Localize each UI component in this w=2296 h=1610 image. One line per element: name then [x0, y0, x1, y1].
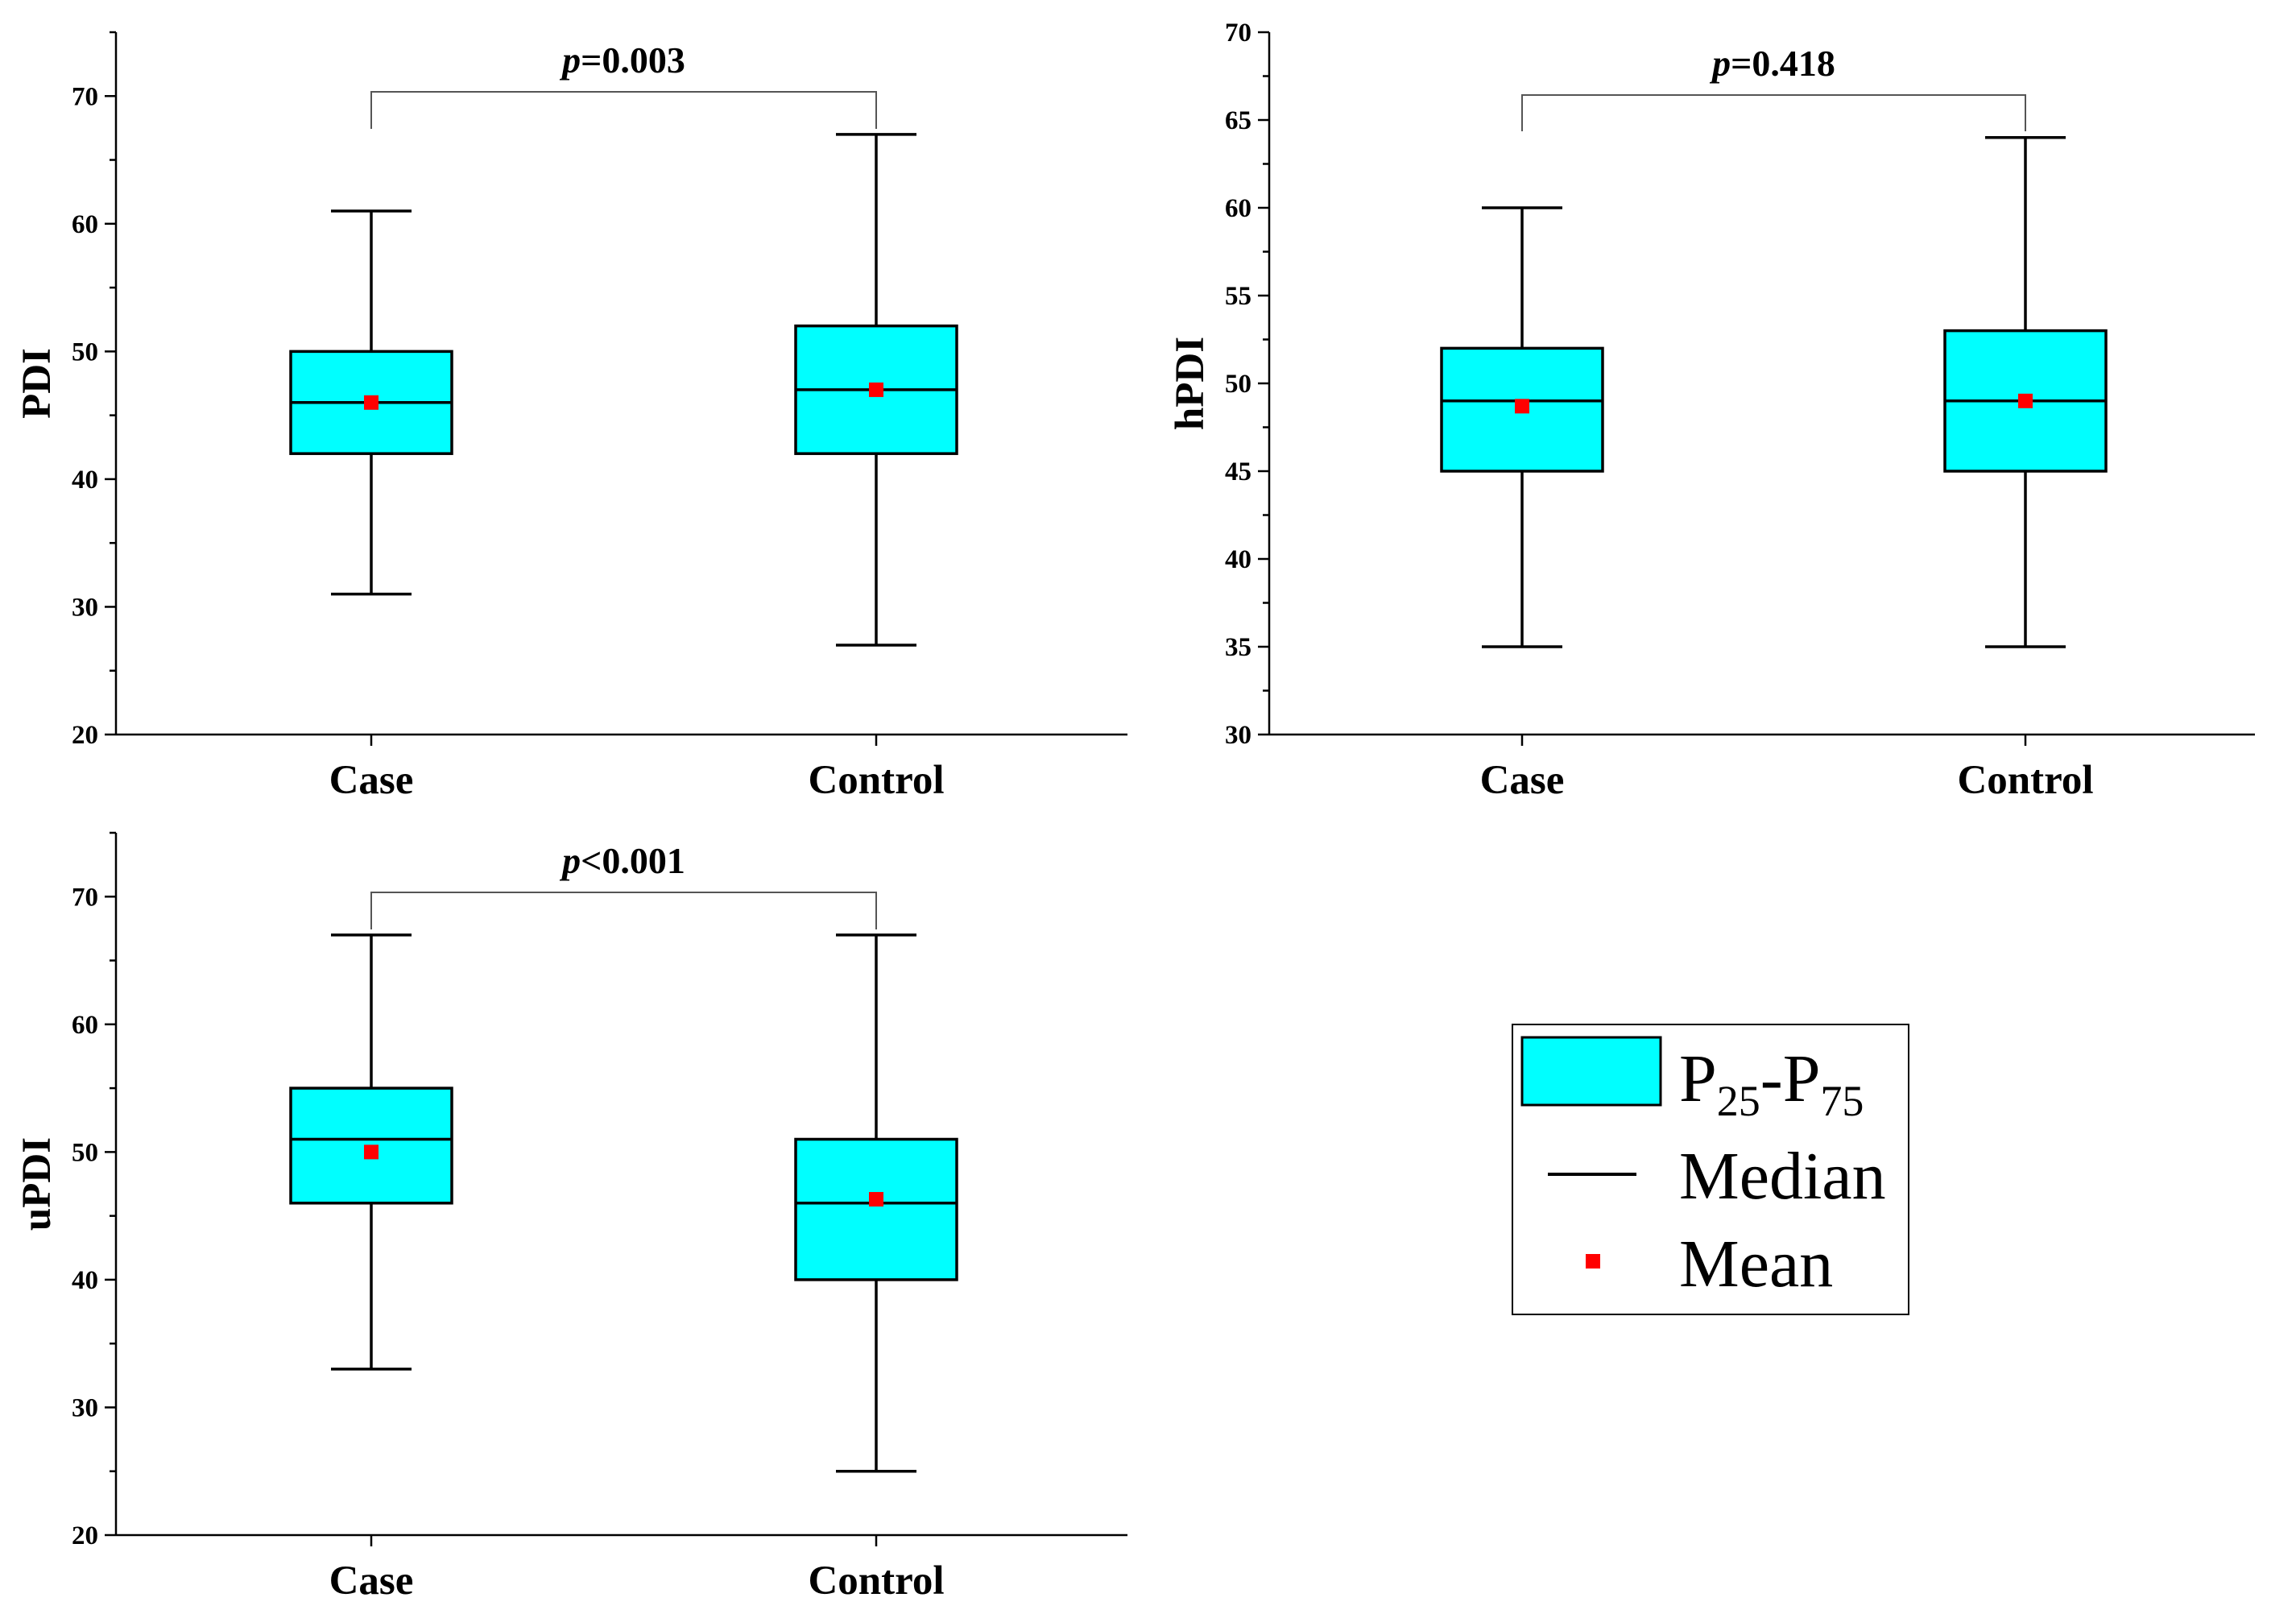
y-axis-title: PDI [14, 348, 60, 419]
legend-median-label: Median [1679, 1139, 1886, 1214]
y-tick-label: 45 [1225, 457, 1251, 486]
box-case [1440, 206, 1604, 648]
y-tick-label: 20 [72, 1521, 98, 1550]
x-category-label: Case [329, 758, 414, 803]
y-tick-label: 60 [72, 210, 98, 239]
mean-marker [364, 1144, 379, 1160]
chart-panel-pdi: 20 30 40 50 60 70 Case Control PDI p=0.003 [14, 31, 1127, 803]
chart-panel-updi: 20 30 40 50 60 70 Case Control uPDI p<0.001 [14, 831, 1127, 1604]
mean-marker [1515, 399, 1529, 414]
y-tick-label: 40 [72, 466, 98, 495]
y-tick-label: 60 [72, 1011, 98, 1040]
p-symbol: p [559, 39, 581, 81]
y-tick-label: 30 [72, 1393, 98, 1422]
y-axis-title: hPDI [1168, 337, 1213, 430]
box-case [289, 933, 453, 1371]
x-category-label: Control [1957, 758, 2093, 803]
y-axis-title: uPDI [14, 1137, 60, 1231]
x-category-label: Control [808, 758, 944, 803]
y-tick-label: 65 [1225, 106, 1251, 135]
y-tick-label: 50 [72, 1138, 98, 1167]
p-value: =0.418 [1731, 43, 1835, 84]
p-symbol: p [1709, 43, 1731, 84]
significance-bracket [370, 91, 877, 129]
mean-marker [2018, 393, 2033, 408]
p-value: <0.001 [581, 840, 685, 881]
chart-panel-hpdi: 30 35 40 45 50 55 60 65 70 Case Control hPDI p=0.418 [1168, 19, 2255, 803]
box-control [794, 133, 958, 647]
p-value-label: p=0.003 [559, 39, 685, 81]
y-tick-label: 55 [1225, 282, 1251, 311]
mean-marker [869, 1192, 883, 1207]
x-category-label: Case [1480, 758, 1565, 803]
p-symbol: p [559, 840, 581, 881]
y-tick-label: 50 [72, 337, 98, 366]
box-case [289, 209, 453, 596]
x-category-label: Case [329, 1558, 414, 1604]
legend-box-label-base: P [1679, 1041, 1717, 1116]
y-tick-label: 60 [1225, 194, 1251, 223]
significance-bracket [370, 892, 877, 929]
y-tick-label: 20 [72, 721, 98, 750]
iqr-box [794, 1137, 958, 1281]
y-tick-label: 50 [1225, 370, 1251, 399]
y-tick-label: 70 [1225, 19, 1251, 48]
y-tick-label: 40 [72, 1266, 98, 1295]
p-value-label: p=0.418 [1709, 43, 1835, 84]
legend-box-label-sub2: 75 [1820, 1077, 1864, 1125]
y-tick-label: 40 [1225, 545, 1251, 574]
box-control [794, 933, 958, 1473]
legend-box-label: P25-P75 [1679, 1041, 1864, 1125]
legend-box-label-base2: P [1783, 1041, 1821, 1116]
y-tick-label: 70 [72, 883, 98, 912]
legend-mean-label: Mean [1679, 1227, 1833, 1302]
legend-box-label-sub1: 25 [1717, 1077, 1760, 1125]
x-category-label: Control [808, 1558, 944, 1604]
box-control [1943, 136, 2108, 648]
mean-marker [364, 395, 379, 410]
y-tick-label: 30 [72, 593, 98, 622]
legend: P25-P75 Median Mean [1512, 1024, 1909, 1315]
legend-mean-swatch [1586, 1254, 1600, 1269]
legend-box-label-sep: - [1760, 1041, 1783, 1116]
y-tick-label: 35 [1225, 633, 1251, 662]
legend-box-swatch [1520, 1036, 1662, 1107]
mean-marker [869, 382, 883, 397]
p-value-label: p<0.001 [559, 840, 685, 881]
y-tick-label: 30 [1225, 721, 1251, 750]
p-value: =0.003 [581, 39, 685, 81]
significance-bracket [1521, 94, 2026, 131]
y-tick-label: 70 [72, 82, 98, 111]
